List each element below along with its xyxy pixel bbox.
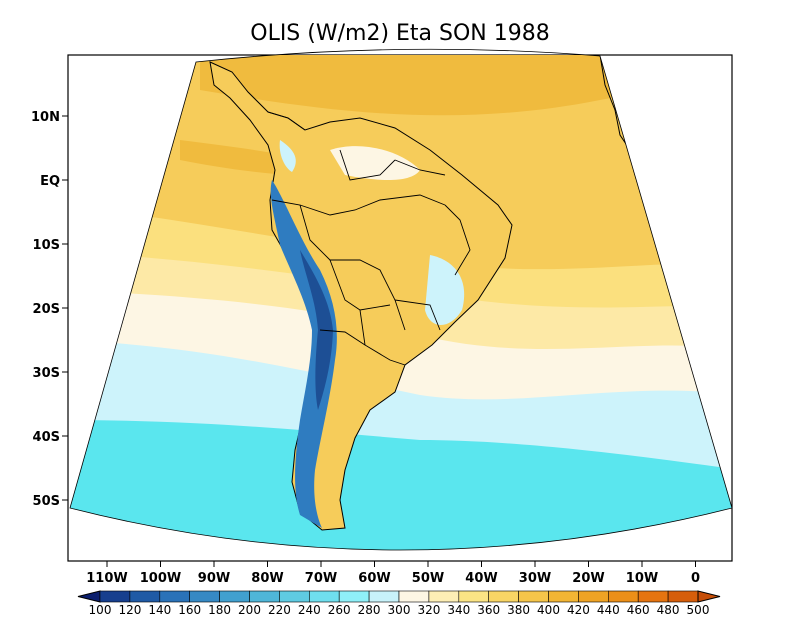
colorbar-under-arrow bbox=[77, 590, 101, 603]
colorbar-swatch bbox=[578, 590, 609, 603]
longitude-axis: 110W 100W 90W 80W 70W 60W 50W 40W 30W 20W 10W 0 bbox=[86, 561, 700, 586]
colorbar-swatch bbox=[249, 590, 280, 603]
colorbar-label: 320 bbox=[417, 603, 440, 617]
lon-tick-label: 110W bbox=[86, 571, 127, 586]
land-cream-region bbox=[330, 146, 420, 180]
colorbar-swatch bbox=[279, 590, 310, 603]
colorbar-label: 420 bbox=[567, 603, 590, 617]
lon-tick-label: 90W bbox=[198, 571, 230, 586]
map-sector-outline bbox=[69, 48, 733, 551]
colorbar-swatch bbox=[398, 590, 430, 603]
colorbar-swatch bbox=[129, 590, 161, 603]
colorbar-label: 180 bbox=[208, 603, 231, 617]
colorbar-swatch bbox=[189, 590, 220, 603]
lon-tick-label: 70W bbox=[305, 571, 337, 586]
lat-tick-label: 20S bbox=[33, 302, 60, 317]
colorbar-swatch bbox=[99, 590, 131, 603]
colorbar-swatch bbox=[518, 590, 549, 603]
colorbar-swatch bbox=[159, 590, 191, 603]
colorbar-label: 400 bbox=[537, 603, 560, 617]
andes-region bbox=[270, 180, 337, 528]
colorbar-label: 220 bbox=[268, 603, 291, 617]
map-title: OLIS (W/m2) Eta SON 1988 bbox=[250, 21, 550, 46]
lon-tick-label: 40W bbox=[465, 571, 497, 586]
colorbar-label: 280 bbox=[358, 603, 381, 617]
colorbar-swatch bbox=[548, 590, 579, 603]
colorbar-swatch bbox=[368, 590, 400, 603]
lon-tick-label: 30W bbox=[519, 571, 551, 586]
colorbar-label: 300 bbox=[388, 603, 411, 617]
colorbar-label: 360 bbox=[477, 603, 500, 617]
lat-tick-label: 40S bbox=[33, 430, 60, 445]
andes-north-region bbox=[279, 140, 296, 172]
colorbar-swatch bbox=[428, 590, 460, 603]
land-east-region bbox=[425, 255, 465, 325]
colorbar-label: 240 bbox=[298, 603, 321, 617]
colorbar-label: 100 bbox=[89, 603, 112, 617]
colorbar-label: 140 bbox=[148, 603, 171, 617]
lat-tick-label: 10S bbox=[33, 238, 60, 253]
colorbar-label: 160 bbox=[178, 603, 201, 617]
colorbar-label: 440 bbox=[597, 603, 620, 617]
colorbar-label: 380 bbox=[507, 603, 530, 617]
colorbar-swatch bbox=[637, 590, 669, 603]
colorbar-label: 260 bbox=[328, 603, 351, 617]
colorbar-over-arrow bbox=[697, 590, 721, 603]
colorbar-label: 460 bbox=[627, 603, 650, 617]
colorbar: 100 120 140 160 180 200 220 240 260 280 300 320 340 3… bbox=[77, 590, 721, 617]
band-light-region bbox=[70, 330, 732, 470]
colorbar-swatch bbox=[219, 590, 250, 603]
lon-tick-label: 0 bbox=[691, 571, 700, 586]
colorbar-swatch bbox=[308, 590, 340, 603]
colorbar-label: 200 bbox=[238, 603, 261, 617]
olis-field bbox=[70, 54, 732, 551]
colorbar-label: 480 bbox=[657, 603, 680, 617]
colorbar-swatch bbox=[607, 590, 639, 603]
andes-high-region bbox=[300, 250, 333, 410]
colorbar-swatch bbox=[338, 590, 370, 603]
lon-tick-label: 50W bbox=[412, 571, 444, 586]
colorbar-label: 340 bbox=[447, 603, 470, 617]
lat-tick-label: 10N bbox=[31, 110, 60, 125]
lon-tick-label: 80W bbox=[251, 571, 283, 586]
colorbar-swatch bbox=[667, 590, 699, 603]
lat-tick-label: 30S bbox=[33, 366, 60, 381]
lon-tick-label: 100W bbox=[140, 571, 181, 586]
latitude-axis: 10N EQ 10S 20S 30S 40S 50S bbox=[31, 110, 68, 509]
colorbar-swatch bbox=[488, 590, 519, 603]
colorbar-swatch bbox=[458, 590, 489, 603]
lat-tick-label: EQ bbox=[40, 174, 60, 189]
lon-tick-label: 20W bbox=[572, 571, 604, 586]
colorbar-label: 120 bbox=[118, 603, 141, 617]
lat-tick-label: 50S bbox=[33, 494, 60, 509]
lon-tick-label: 10W bbox=[626, 571, 658, 586]
lon-tick-label: 60W bbox=[358, 571, 390, 586]
land-region bbox=[209, 61, 513, 531]
colorbar-label: 500 bbox=[687, 603, 710, 617]
